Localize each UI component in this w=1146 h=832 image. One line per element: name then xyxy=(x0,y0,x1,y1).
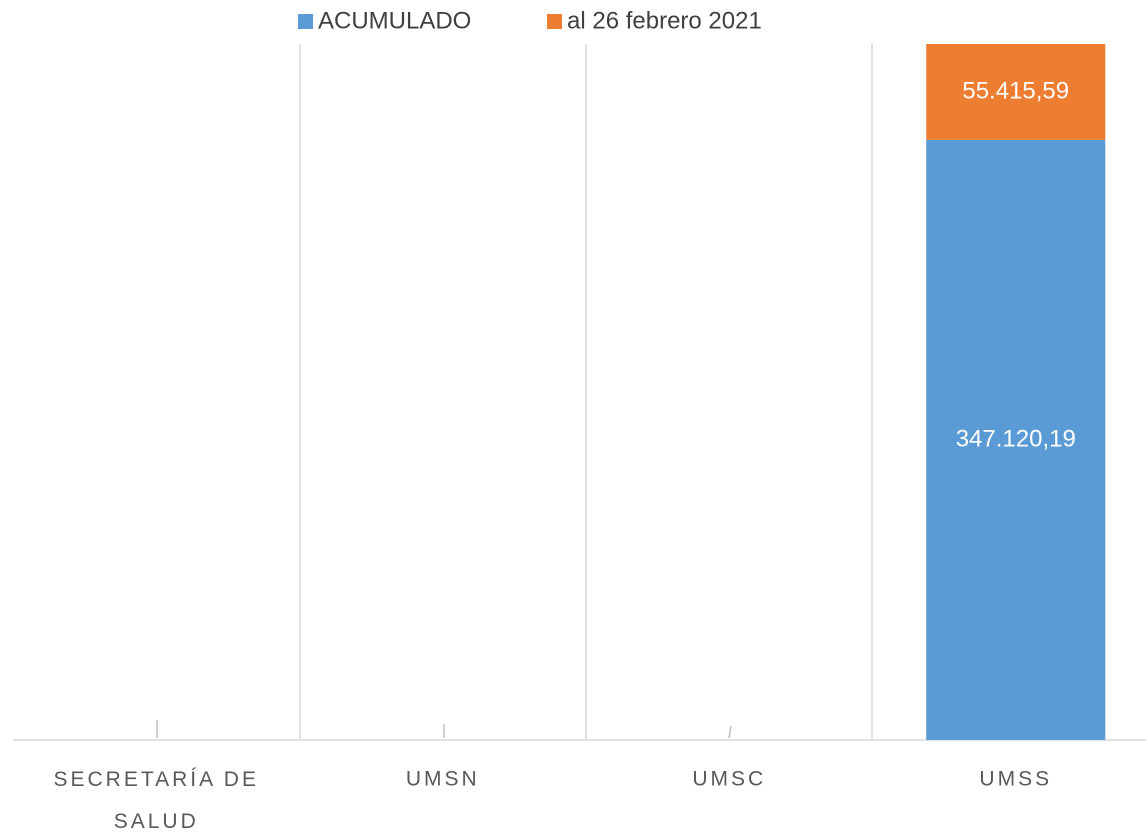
bar-segment xyxy=(926,139,1106,740)
leader-lines xyxy=(156,720,732,739)
legend-swatch xyxy=(547,14,562,29)
leader-line xyxy=(728,725,732,739)
data-label: 55.415,59 xyxy=(962,77,1069,104)
x-tick-label-line: SALUD xyxy=(114,810,199,832)
x-tick-label: UMSN xyxy=(406,768,480,791)
legend-label: al 26 febrero 2021 xyxy=(567,7,762,34)
data-label: 347.120,19 xyxy=(956,425,1076,452)
bar-segment xyxy=(926,44,1106,140)
x-tick-label: UMSC xyxy=(692,768,766,791)
x-tick-label: UMSS xyxy=(979,768,1052,791)
x-tick-label: SECRETARÍA DE SALUD xyxy=(54,768,259,832)
legend-swatch xyxy=(298,14,313,29)
x-tick-label-line: SECRETARÍA DE xyxy=(54,768,259,791)
legend-label: ACUMULADO xyxy=(318,7,471,34)
